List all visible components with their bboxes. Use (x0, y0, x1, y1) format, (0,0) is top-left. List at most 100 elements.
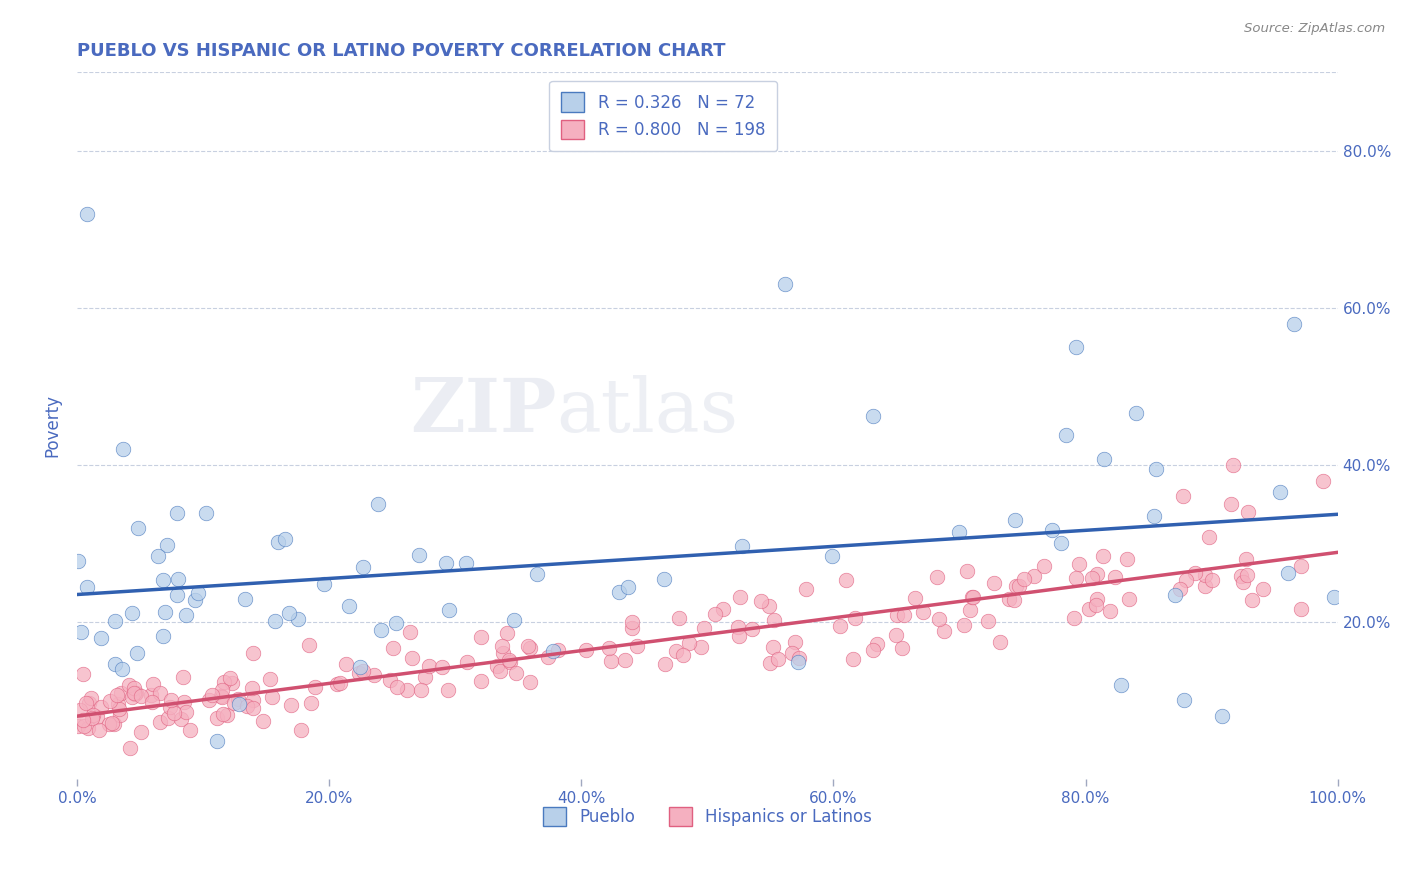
Point (728, 590, 751, 604)
Point (111, 662, 134, 676)
Point (773, 277, 796, 292)
Point (1005, 579, 1028, 593)
Point (69, 703, 91, 717)
Point (962, 591, 984, 605)
Point (207, 733, 229, 747)
Point (862, 409, 884, 424)
Point (485, 659, 508, 673)
Point (672, 648, 695, 663)
Point (983, 575, 1005, 590)
Point (1222, 458, 1244, 472)
Point (842, 652, 865, 666)
Point (758, 599, 780, 613)
Point (167, 573, 190, 587)
Point (470, 673, 492, 688)
Point (242, 701, 264, 715)
Point (1078, 602, 1101, 616)
Point (118, 740, 141, 755)
Point (240, 681, 263, 695)
Point (886, 608, 908, 623)
Point (928, 612, 950, 626)
Point (228, 691, 250, 706)
Point (233, 591, 256, 606)
Point (205, 711, 228, 725)
Point (1164, 588, 1187, 602)
Point (547, 642, 569, 657)
Point (201, 688, 224, 702)
Point (211, 690, 233, 704)
Point (1289, 558, 1312, 573)
Point (711, 602, 734, 616)
Point (105, 688, 128, 702)
Point (749, 593, 772, 607)
Point (1050, 536, 1073, 550)
Point (287, 612, 309, 626)
Point (335, 657, 357, 671)
Point (1033, 559, 1056, 574)
Point (1069, 558, 1091, 572)
Point (104, 657, 127, 672)
Point (1236, 505, 1258, 519)
Point (932, 624, 955, 639)
Point (1270, 484, 1292, 499)
Point (1211, 709, 1233, 723)
Point (787, 650, 810, 665)
Point (278, 606, 301, 620)
Point (399, 624, 422, 639)
Point (728, 629, 751, 643)
Point (492, 646, 515, 660)
Point (1236, 568, 1258, 582)
Point (1312, 474, 1334, 488)
Point (187, 586, 209, 600)
Point (652, 572, 675, 586)
Point (731, 539, 754, 553)
Point (835, 573, 858, 587)
Point (1201, 573, 1223, 587)
Point (156, 538, 179, 552)
Text: atlas: atlas (557, 375, 738, 448)
Point (176, 608, 198, 623)
Point (349, 666, 371, 681)
Point (956, 564, 979, 578)
Point (82, 711, 104, 725)
Point (616, 580, 638, 594)
Point (1173, 489, 1195, 503)
Point (1085, 567, 1108, 582)
Point (141, 695, 163, 709)
Point (703, 607, 725, 621)
Point (90, 700, 112, 714)
Point (418, 659, 440, 673)
Point (76, 207, 98, 221)
Point (408, 548, 430, 562)
Point (543, 644, 565, 658)
Text: Source: ZipAtlas.com: Source: ZipAtlas.com (1244, 22, 1385, 36)
Point (385, 680, 408, 694)
Point (787, 655, 810, 669)
Point (103, 716, 125, 731)
Point (741, 622, 763, 636)
Point (127, 520, 149, 534)
Point (866, 636, 889, 650)
Point (456, 557, 478, 571)
Point (298, 638, 321, 652)
Point (259, 672, 281, 686)
Point (434, 556, 457, 570)
Point (90, 631, 112, 645)
Point (101, 716, 124, 731)
Point (124, 687, 146, 701)
Point (326, 677, 349, 691)
Point (1099, 604, 1122, 618)
Point (176, 706, 198, 720)
Point (1014, 573, 1036, 587)
Point (783, 634, 806, 648)
Point (491, 639, 513, 653)
Point (77, 722, 100, 736)
Point (1175, 573, 1198, 587)
Point (489, 665, 512, 679)
Point (367, 497, 389, 511)
Point (77, 696, 100, 710)
Point (537, 649, 560, 664)
Point (183, 593, 205, 607)
Point (242, 693, 264, 707)
Point (236, 698, 259, 713)
